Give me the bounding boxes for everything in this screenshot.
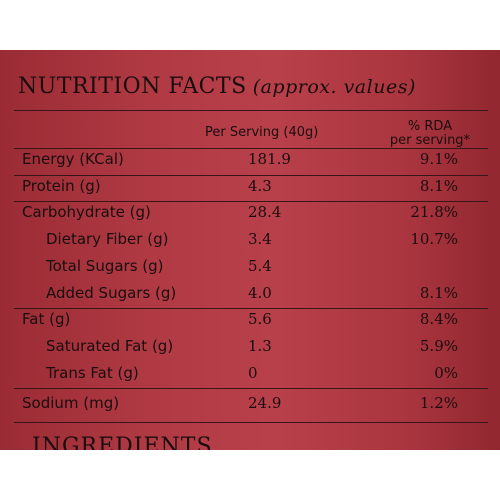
ingredients-heading: INGREDIENTS bbox=[32, 434, 213, 450]
nutrient-value: 28.4 bbox=[248, 203, 282, 221]
nutrient-value: 1.3 bbox=[248, 337, 272, 355]
nutrient-value: 0 bbox=[248, 364, 258, 382]
nutrient-value: 4.3 bbox=[248, 177, 272, 195]
nutrient-name: Saturated Fat (g) bbox=[46, 337, 174, 355]
nutrient-rda: 9.1% bbox=[419, 150, 458, 168]
nutrient-name: Protein (g) bbox=[22, 177, 101, 195]
title-rule bbox=[14, 110, 488, 111]
nutrient-row: Trans Fat (g) 0 0% bbox=[0, 364, 500, 390]
nutrient-row: Saturated Fat (g) 1.3 5.9% bbox=[0, 337, 500, 363]
nutrient-name: Carbohydrate (g) bbox=[22, 203, 151, 221]
background-strip bbox=[0, 450, 500, 500]
nutrient-rda: 21.8% bbox=[410, 203, 458, 221]
nutrient-row: Fat (g) 5.6 8.4% bbox=[0, 310, 500, 336]
nutrient-value: 5.4 bbox=[248, 257, 272, 275]
col-header-rda: % RDA per serving* bbox=[380, 120, 480, 148]
nutrient-name: Total Sugars (g) bbox=[46, 257, 164, 275]
nutrient-rda: 8.4% bbox=[419, 310, 458, 328]
col-header-per-serving: Per Serving (40g) bbox=[205, 125, 319, 140]
section-rule bbox=[14, 422, 488, 423]
nutrient-row: Energy (KCal) 181.9 9.1% bbox=[0, 150, 500, 176]
nutrient-row: Sodium (mg) 24.9 1.2% bbox=[0, 394, 500, 420]
nutrition-title: NUTRITION FACTS (approx. values) bbox=[18, 74, 416, 99]
nutrient-row: Protein (g) 4.3 8.1% bbox=[0, 177, 500, 203]
row-rule bbox=[14, 201, 488, 202]
nutrient-name: Fat (g) bbox=[22, 310, 71, 328]
nutrient-rda: 0% bbox=[434, 364, 458, 382]
row-rule bbox=[14, 388, 488, 389]
nutrient-name: Energy (KCal) bbox=[22, 150, 124, 168]
nutrient-row: Added Sugars (g) 4.0 8.1% bbox=[0, 284, 500, 310]
nutrient-row: Total Sugars (g) 5.4 bbox=[0, 257, 500, 283]
col-header-rda-line1: % RDA bbox=[407, 119, 453, 134]
nutrient-rda: 5.9% bbox=[419, 337, 458, 355]
nutrient-rda: 8.1% bbox=[419, 284, 458, 302]
nutrient-name: Sodium (mg) bbox=[22, 394, 120, 412]
nutrient-rda: 10.7% bbox=[410, 230, 458, 248]
nutrient-rda: 1.2% bbox=[419, 394, 458, 412]
nutrient-value: 24.9 bbox=[248, 394, 282, 412]
header-rule bbox=[14, 148, 488, 149]
nutrient-value: 3.4 bbox=[248, 230, 272, 248]
nutrient-row: Dietary Fiber (g) 3.4 10.7% bbox=[0, 230, 500, 256]
nutrient-value: 181.9 bbox=[248, 150, 291, 168]
row-rule bbox=[14, 175, 488, 176]
title-text: NUTRITION FACTS bbox=[18, 74, 247, 99]
nutrition-label: NUTRITION FACTS (approx. values) Per Serv… bbox=[0, 50, 500, 450]
nutrient-name: Dietary Fiber (g) bbox=[46, 230, 169, 248]
nutrient-rda: 8.1% bbox=[419, 177, 458, 195]
nutrient-row: Carbohydrate (g) 28.4 21.8% bbox=[0, 203, 500, 229]
nutrient-name: Added Sugars (g) bbox=[46, 284, 177, 302]
title-subtitle: (approx. values) bbox=[252, 76, 416, 98]
row-rule bbox=[14, 308, 488, 309]
nutrient-value: 5.6 bbox=[248, 310, 272, 328]
nutrient-value: 4.0 bbox=[248, 284, 272, 302]
col-header-rda-line2: per serving* bbox=[389, 133, 471, 148]
nutrient-name: Trans Fat (g) bbox=[46, 364, 139, 382]
